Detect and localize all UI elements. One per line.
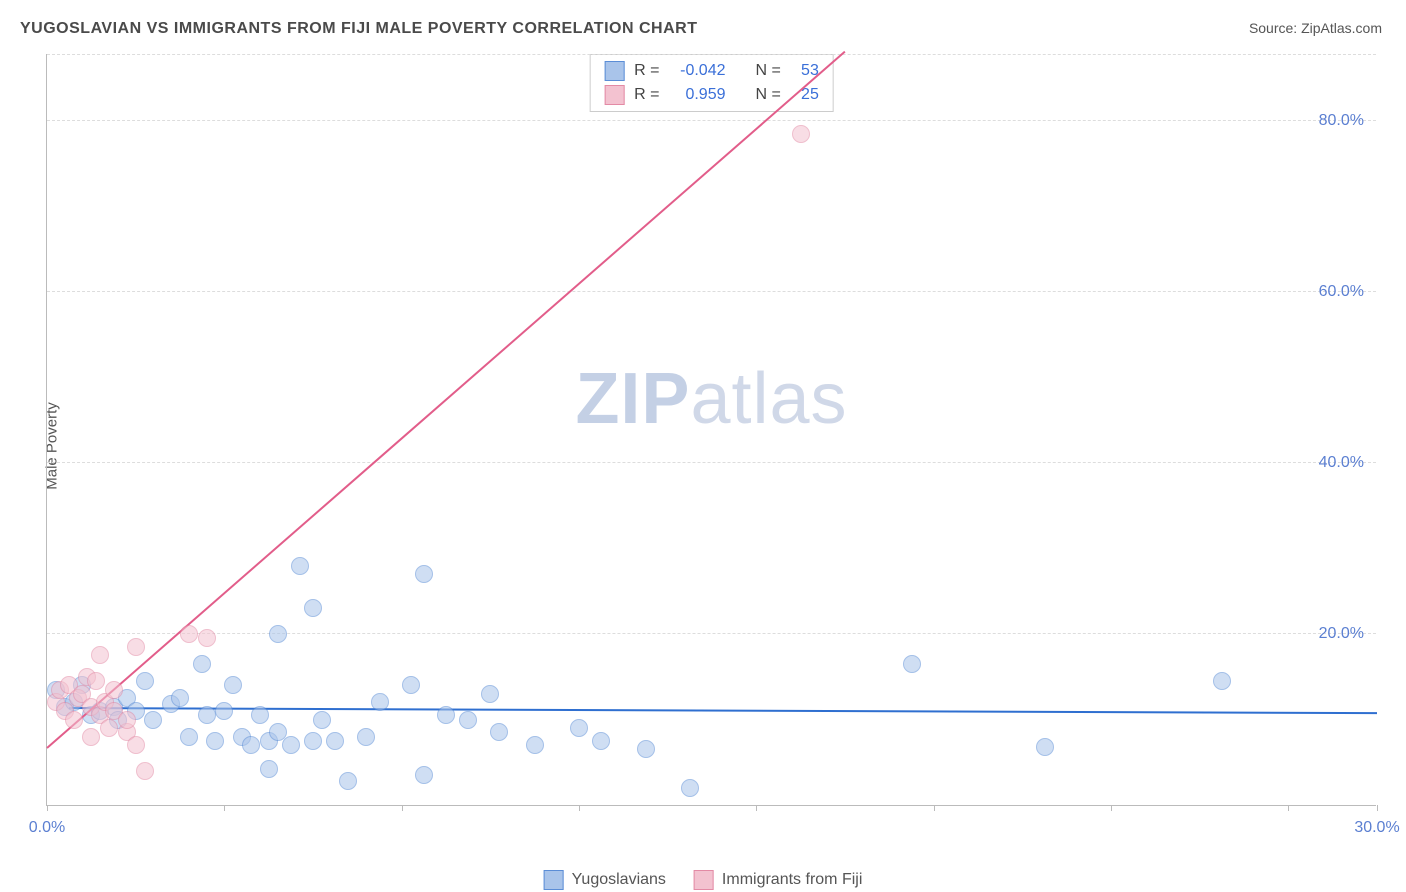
data-point — [127, 736, 145, 754]
data-point — [242, 736, 260, 754]
data-point — [136, 762, 154, 780]
watermark-light: atlas — [690, 359, 847, 439]
data-point — [371, 693, 389, 711]
data-point — [415, 565, 433, 583]
data-point — [105, 681, 123, 699]
data-point — [206, 732, 224, 750]
data-point — [65, 711, 83, 729]
scatter-chart: ZIPatlas R =-0.042N =53R =0.959N =25 20.… — [46, 54, 1376, 806]
legend-swatch — [544, 870, 564, 890]
stat-label-r: R = — [634, 83, 659, 107]
x-tick — [934, 805, 935, 811]
data-point — [180, 728, 198, 746]
data-point — [339, 772, 357, 790]
data-point — [526, 736, 544, 754]
data-point — [681, 779, 699, 797]
x-tick — [1111, 805, 1112, 811]
x-tick — [224, 805, 225, 811]
watermark: ZIPatlas — [575, 358, 847, 440]
source-attribution: Source: ZipAtlas.com — [1249, 20, 1382, 36]
data-point — [1036, 738, 1054, 756]
data-point — [198, 629, 216, 647]
legend-label: Yugoslavians — [572, 871, 666, 889]
y-tick-label: 20.0% — [1319, 625, 1364, 643]
x-tick — [579, 805, 580, 811]
data-point — [459, 711, 477, 729]
x-tick — [1288, 805, 1289, 811]
y-tick-label: 60.0% — [1319, 283, 1364, 301]
legend-label: Immigrants from Fiji — [722, 871, 862, 889]
data-point — [269, 625, 287, 643]
data-point — [91, 646, 109, 664]
data-point — [282, 736, 300, 754]
correlation-stats-box: R =-0.042N =53R =0.959N =25 — [589, 54, 834, 112]
gridline — [47, 633, 1376, 634]
stats-row: R = -0.042 N = 53 — [604, 59, 819, 83]
data-point — [490, 723, 508, 741]
data-point — [100, 719, 118, 737]
x-tick — [402, 805, 403, 811]
gridline — [47, 462, 1376, 463]
data-point — [193, 655, 211, 673]
data-point — [570, 719, 588, 737]
data-point — [304, 732, 322, 750]
data-point — [304, 599, 322, 617]
data-point — [437, 706, 455, 724]
data-point — [82, 728, 100, 746]
data-point — [87, 672, 105, 690]
stat-label-n: N = — [756, 83, 781, 107]
x-tick — [1377, 805, 1378, 811]
data-point — [313, 711, 331, 729]
data-point — [402, 676, 420, 694]
gridline — [47, 54, 1376, 55]
data-point — [481, 685, 499, 703]
stat-label-n: N = — [756, 59, 781, 83]
series-swatch — [604, 61, 624, 81]
data-point — [260, 760, 278, 778]
data-point — [127, 638, 145, 656]
y-tick-label: 80.0% — [1319, 112, 1364, 130]
trend-line — [46, 51, 845, 749]
series-swatch — [604, 85, 624, 105]
data-point — [326, 732, 344, 750]
data-point — [198, 706, 216, 724]
data-point — [118, 711, 136, 729]
data-point — [251, 706, 269, 724]
data-point — [144, 711, 162, 729]
data-point — [291, 557, 309, 575]
stat-value-r: 0.959 — [670, 83, 726, 107]
data-point — [1213, 672, 1231, 690]
data-point — [224, 676, 242, 694]
data-point — [415, 766, 433, 784]
legend-item: Yugoslavians — [544, 870, 666, 890]
watermark-bold: ZIP — [575, 359, 690, 439]
legend-item: Immigrants from Fiji — [694, 870, 862, 890]
data-point — [215, 702, 233, 720]
data-point — [592, 732, 610, 750]
stat-value-r: -0.042 — [670, 59, 726, 83]
legend-swatch — [694, 870, 714, 890]
x-tick-label: 30.0% — [1354, 819, 1399, 837]
data-point — [357, 728, 375, 746]
gridline — [47, 120, 1376, 121]
x-tick — [756, 805, 757, 811]
gridline — [47, 291, 1376, 292]
x-tick-label: 0.0% — [29, 819, 65, 837]
stat-label-r: R = — [634, 59, 659, 83]
stat-value-n: 53 — [791, 59, 819, 83]
data-point — [180, 625, 198, 643]
data-point — [637, 740, 655, 758]
y-tick-label: 40.0% — [1319, 454, 1364, 472]
x-tick — [47, 805, 48, 811]
data-point — [171, 689, 189, 707]
data-point — [792, 125, 810, 143]
data-point — [136, 672, 154, 690]
chart-legend: Yugoslavians Immigrants from Fiji — [544, 870, 863, 890]
chart-title: YUGOSLAVIAN VS IMMIGRANTS FROM FIJI MALE… — [20, 20, 697, 38]
data-point — [903, 655, 921, 673]
